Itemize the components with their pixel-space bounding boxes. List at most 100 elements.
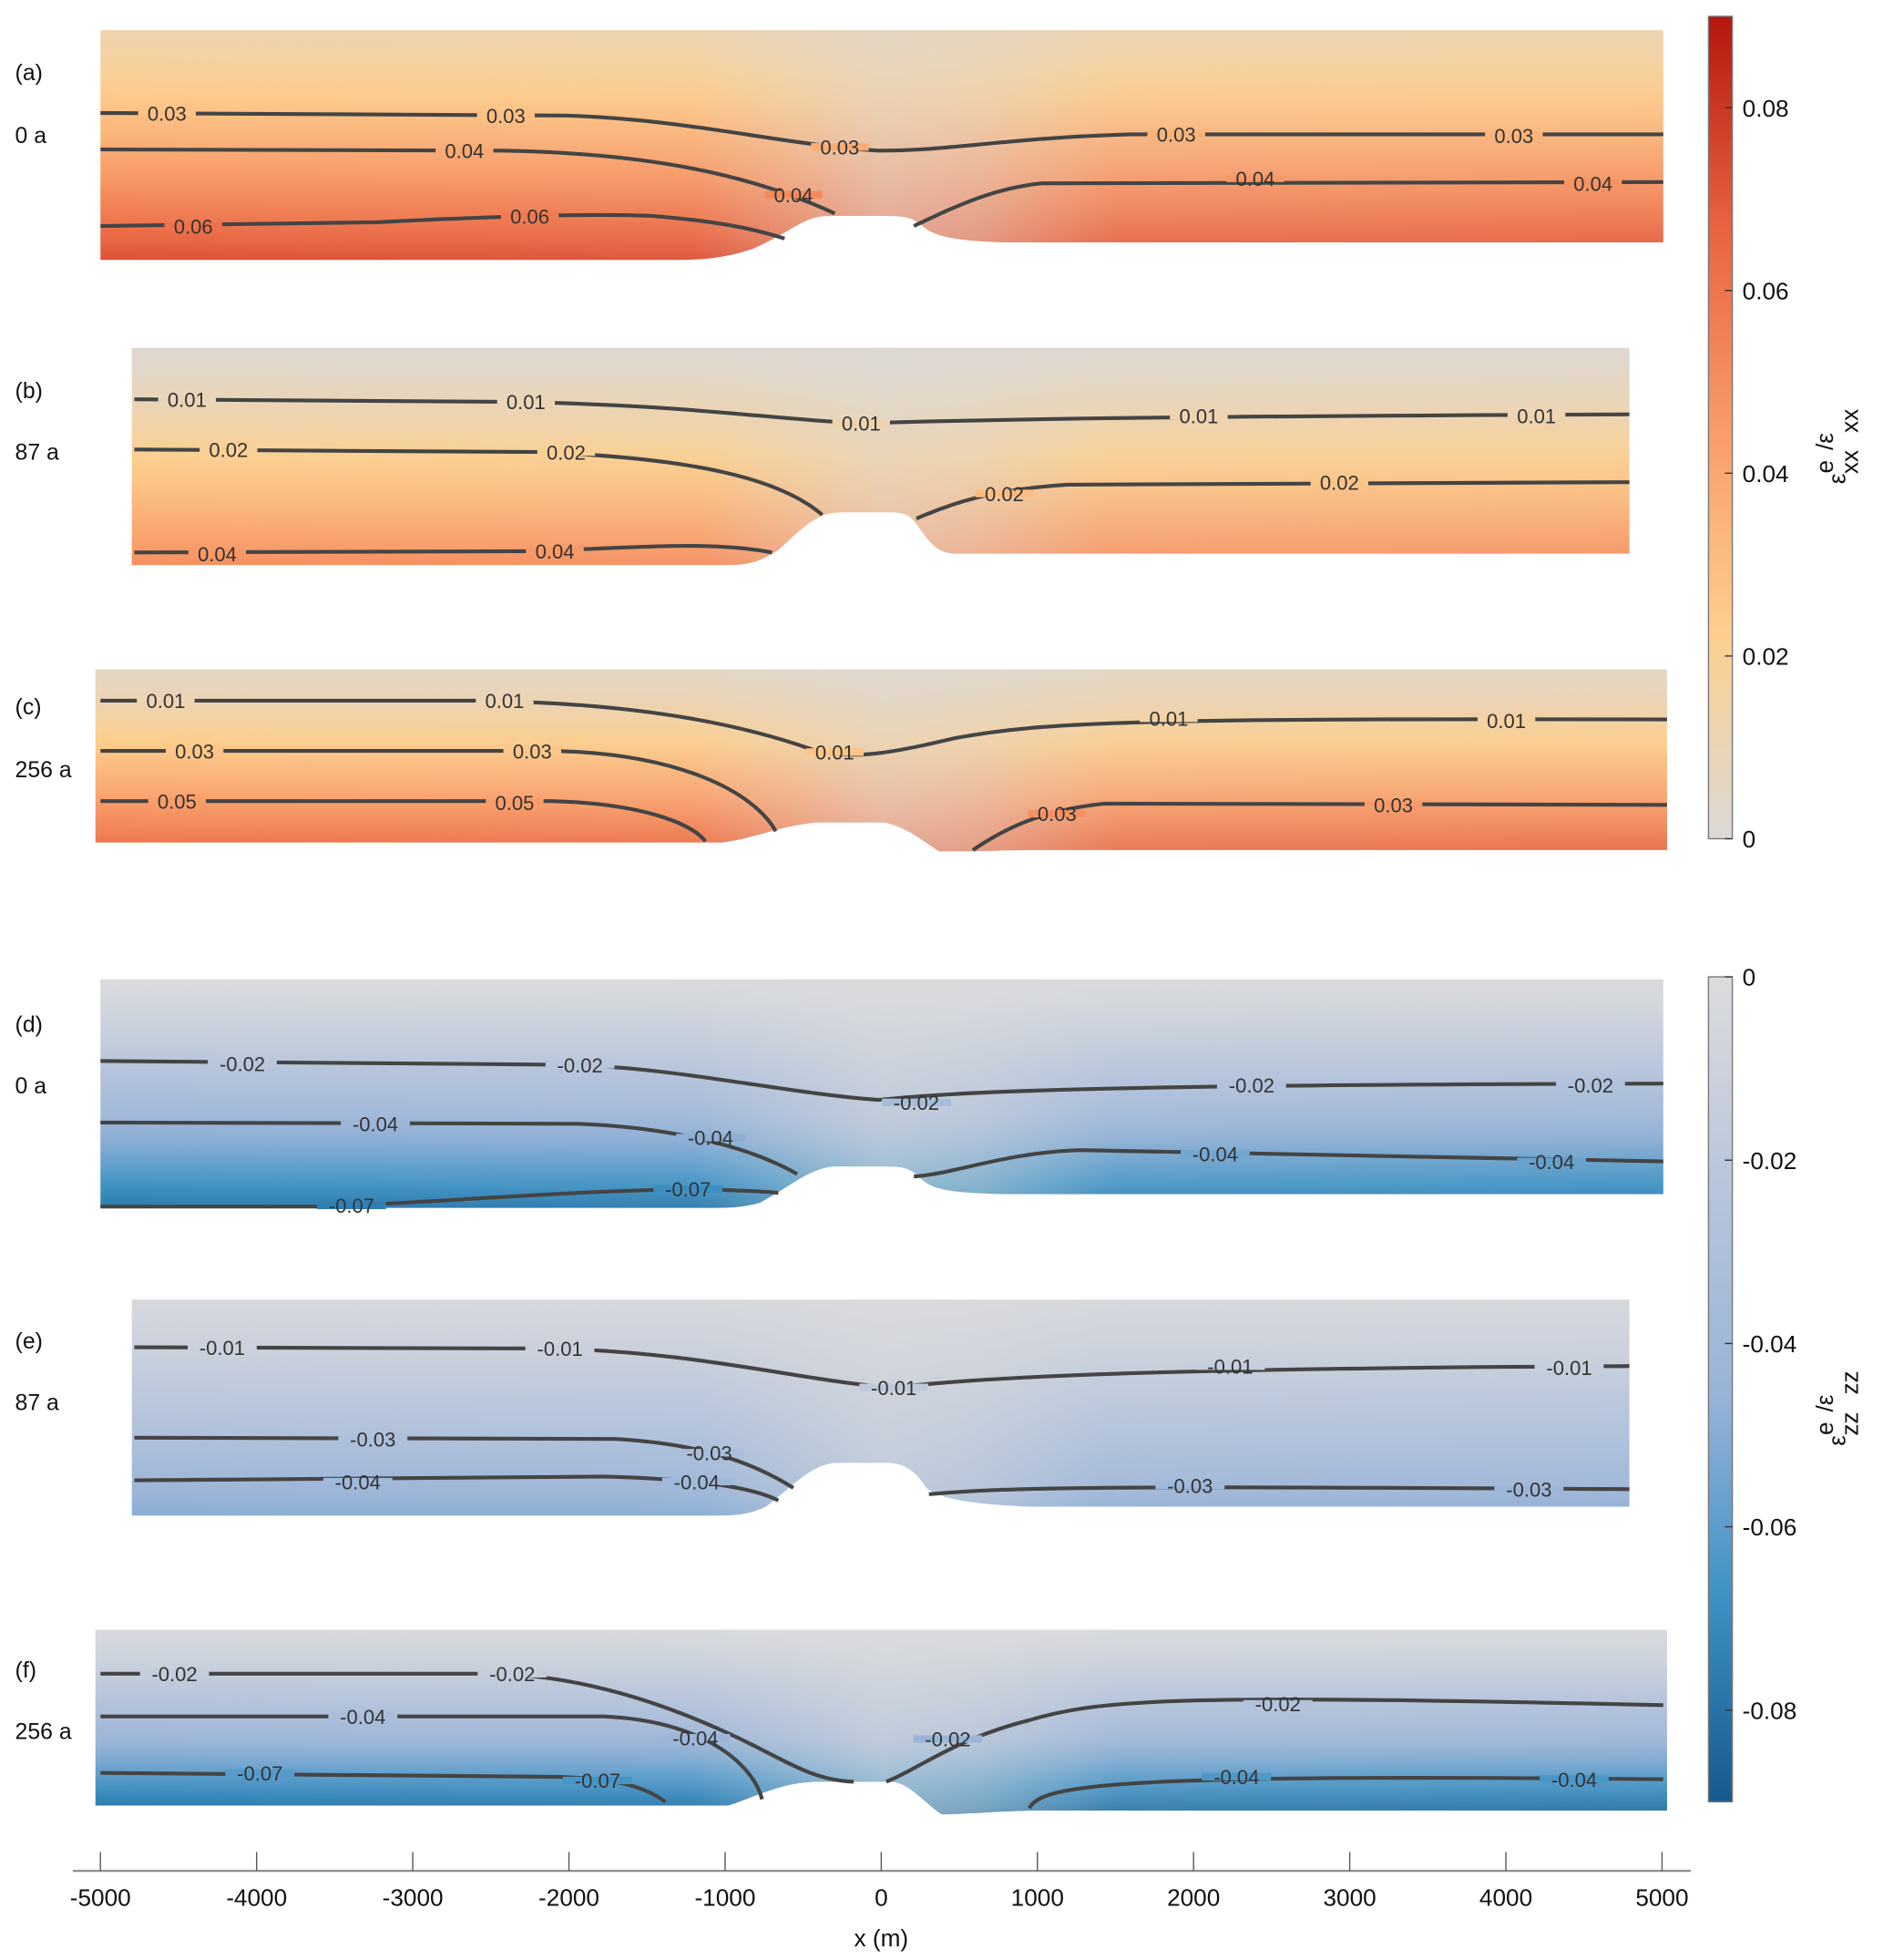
contour-label: 0.03 [148, 102, 187, 125]
contour-label: -0.07 [329, 1195, 374, 1217]
panel-time: 0 a [15, 1074, 47, 1099]
contour-label-gap [476, 111, 536, 119]
contour-label: -0.04 [672, 1727, 718, 1750]
contour-label-gap [526, 547, 584, 556]
contour-line [100, 1714, 764, 1801]
contour-label: 0.02 [547, 441, 586, 464]
contour-label: 0.01 [486, 690, 525, 713]
contour-label: -0.03 [1167, 1474, 1213, 1497]
contour-label: 0.01 [507, 391, 546, 414]
contour-label-gap [1202, 1772, 1272, 1780]
x-axis-label: x (m) [855, 1924, 909, 1952]
contour-label-gap [975, 489, 1034, 498]
strain-field-overlay [100, 30, 1663, 261]
contour-label-gap [476, 696, 534, 705]
contour-label: 0.01 [842, 413, 881, 436]
contour-label: -0.02 [894, 1092, 939, 1114]
contour-label-gap [164, 221, 222, 231]
colorbar-tick-label: 0 [1743, 826, 1756, 853]
contour-label-gap [563, 1776, 632, 1785]
contour-label-gap [496, 397, 556, 406]
contour-label: -0.01 [1207, 1355, 1253, 1378]
contour-label-gap [139, 1669, 210, 1678]
contour-label: 0.03 [1374, 795, 1413, 817]
contour-label-gap [1485, 131, 1543, 139]
contour-label: 0.02 [1320, 471, 1359, 494]
contour-label-gap [882, 1098, 951, 1106]
x-tick-label: -1000 [694, 1884, 755, 1912]
contour-label: 0.03 [513, 740, 552, 763]
contour-line [100, 1671, 855, 1784]
contour-label: -0.02 [1568, 1074, 1613, 1097]
contour-label: -0.04 [335, 1471, 381, 1493]
colorbar-tick-label: -0.06 [1743, 1514, 1797, 1541]
colorbars: 0 0.02 0.04 0.06 0.08 εexx/εxx 0 -0.02 -0.04 -0.0… [1707, 15, 1864, 1803]
contour-label: 0.04 [536, 540, 575, 563]
contour-label-gap [1243, 1699, 1313, 1709]
x-tick-label: -4000 [226, 1884, 287, 1912]
panel-time: 256 a [15, 1719, 72, 1744]
colorbar-tick-label: -0.04 [1743, 1330, 1797, 1358]
contour-label-gap [1310, 478, 1369, 487]
contour-line [100, 212, 785, 241]
contour-line [971, 801, 1667, 852]
contour-label: -0.03 [350, 1428, 395, 1451]
contour-line [100, 799, 708, 843]
contour-line [928, 1485, 1630, 1496]
strain-field-overlay [131, 1299, 1630, 1516]
panel-time: 87 a [15, 1390, 59, 1415]
panel-tag: (f) [15, 1658, 36, 1683]
contour-label-gap [1170, 411, 1228, 420]
contour-label-gap [1563, 180, 1622, 188]
contour-label-gap [338, 1435, 408, 1443]
contour-label: 0.03 [1494, 125, 1533, 148]
panel-d: -0.02 -0.02 -0.02 -0.02 -0.02 -0.04 -0.04 -0.04… [15, 979, 1663, 1217]
contour-label-gap [811, 143, 869, 151]
contour-label-gap [1494, 1485, 1564, 1493]
contour-label: 0.05 [496, 792, 535, 815]
strain-field-overlay [131, 347, 1630, 566]
panel-e: -0.01 -0.01 -0.01 -0.01 -0.01 -0.03 -0.03 -0.03… [15, 1299, 1630, 1516]
contour-line [100, 110, 1663, 153]
contour-line [914, 1148, 1663, 1179]
x-tick-label: 4000 [1479, 1884, 1532, 1912]
contour-label: -0.04 [688, 1127, 733, 1150]
contour-label: -0.04 [1551, 1769, 1597, 1791]
contour-line [1028, 1776, 1663, 1810]
contour-label: -0.02 [151, 1663, 197, 1686]
contour-label: 0.03 [1038, 803, 1077, 826]
contour-label-gap [859, 1383, 929, 1391]
colorbar-label: εezz/εzz [1811, 1370, 1864, 1445]
colorbar-tick-label: 0.04 [1743, 460, 1789, 487]
colorbar-tick-label: 0.06 [1743, 277, 1789, 304]
x-tick-label: 0 [875, 1884, 888, 1912]
panel-tag: (a) [15, 61, 43, 86]
contour-label: 0.05 [158, 790, 197, 813]
contour-label-gap [341, 1120, 410, 1128]
panel-tag: (c) [15, 695, 42, 720]
contour-label-gap [188, 1343, 257, 1351]
contour-label-gap [1534, 1363, 1604, 1371]
contour-label: -0.04 [1192, 1144, 1238, 1166]
contour-label: 0.04 [445, 140, 484, 163]
contour-label-gap [1540, 1775, 1609, 1783]
contour-label: 0.02 [985, 483, 1024, 506]
contour-label-gap [1028, 809, 1086, 818]
contour-label-gap [316, 1201, 386, 1209]
contour-label-gap [676, 1134, 745, 1142]
contour-label: 0.01 [168, 388, 207, 411]
contour-label: -0.04 [1213, 1766, 1259, 1789]
contour-label: -0.07 [665, 1178, 711, 1201]
contour-label-gap [200, 446, 258, 454]
contour-label: -0.04 [1529, 1151, 1574, 1174]
contour-label-gap [660, 1733, 731, 1742]
contour-label-gap [486, 798, 544, 806]
colorbar-tick-label: 0.02 [1743, 643, 1789, 671]
x-tick-label: -5000 [70, 1884, 131, 1912]
contour-label-gap [1556, 1081, 1625, 1089]
colorbar-tick-label: 0 [1743, 964, 1756, 991]
colorbar-tick-label: -0.08 [1743, 1697, 1797, 1724]
contour-label: 0.03 [820, 136, 859, 159]
contour-line [913, 180, 1663, 228]
contour-label-gap [1155, 1481, 1225, 1490]
